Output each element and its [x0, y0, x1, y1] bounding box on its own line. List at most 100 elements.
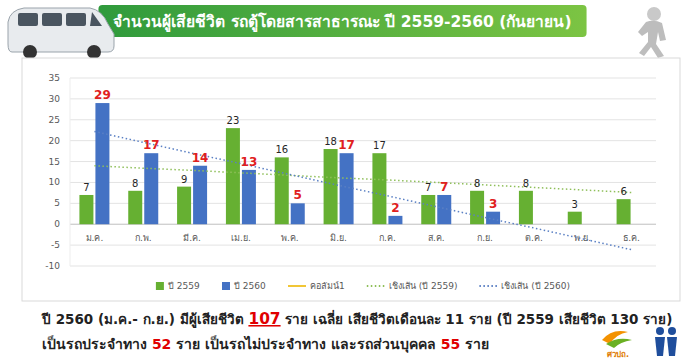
legend-item: ปี 2559: [156, 281, 200, 291]
data-label: 8: [523, 178, 529, 189]
data-label: 17: [143, 138, 160, 152]
grid-line: [70, 266, 656, 267]
bar: [486, 212, 500, 225]
summary-highlight: 55: [441, 336, 460, 352]
bar: [372, 153, 386, 224]
logo-text: ศวปถ.: [607, 350, 629, 359]
data-label: 13: [241, 155, 258, 169]
data-label: 17: [373, 140, 386, 151]
y-axis: -10-505101520253035: [45, 73, 60, 271]
x-tick-label: ก.ย.: [477, 233, 493, 243]
y-tick-label: 10: [49, 177, 61, 187]
page: จำนวนผู้เสียชีวิต รถตู้โดยสารสาธารณะ ปี …: [0, 0, 685, 360]
data-label: 2: [391, 201, 399, 215]
grid-line: [70, 98, 656, 99]
legend-item: เชิงเส้น (ปี 2560): [479, 281, 570, 291]
bar: [144, 153, 158, 224]
legend-label: ปี 2559: [168, 281, 200, 291]
logo-shape: [655, 337, 665, 356]
grid-line: [70, 78, 656, 79]
y-tick-label: -10: [45, 261, 60, 271]
grid-line: [70, 245, 656, 246]
bar: [79, 195, 93, 224]
trend-line: [94, 166, 631, 193]
bar: [193, 166, 207, 224]
data-labels: 789231618177883629171413517273: [83, 88, 627, 215]
bar: [128, 191, 142, 224]
x-tick-label: ก.ค.: [379, 233, 396, 243]
person-head: [647, 7, 661, 21]
summary-text: ราย เฉลี่ย เสียชีวิตเดือนละ 11 ราย (ปี 2…: [281, 309, 673, 327]
legend-item: คอลัมน์1: [288, 280, 345, 291]
van-wheel: [23, 45, 37, 59]
legend-label: เชิงเส้น (ปี 2559): [389, 281, 458, 291]
person-icon: [638, 7, 666, 58]
x-tick-label: มิ.ย.: [330, 233, 347, 243]
legend-label: ปี 2560: [234, 281, 266, 291]
van-windshield: [90, 12, 102, 26]
van-icon: [8, 8, 114, 59]
data-label: 18: [324, 136, 337, 147]
data-label: 7: [83, 182, 89, 193]
x-tick-label: ต.ค.: [525, 233, 543, 243]
summary-text: ราย เป็นรถไม่ประจำทาง และรถส่วนบุคคล: [171, 335, 441, 353]
van-wheel: [87, 45, 101, 59]
summary-text: ราย: [460, 336, 489, 352]
bar: [470, 191, 484, 224]
data-label: 3: [489, 197, 497, 211]
marks: [79, 103, 631, 250]
summary-text: ปี 2560 (ม.ค.- ก.ย.) มีผู้เสียชีวิต: [41, 311, 248, 328]
y-range-line: [70, 78, 71, 266]
y-tick-label: 5: [54, 198, 60, 208]
y-tick-label: 0: [54, 219, 60, 229]
y-tick-label: 15: [49, 157, 60, 167]
summary-text: เป็นรถประจำทาง: [42, 335, 152, 352]
x-tick-label: ธ.ค.: [623, 233, 640, 243]
data-label: 14: [192, 151, 209, 165]
legend-swatch: [222, 282, 230, 290]
y-tick-label: 30: [49, 94, 61, 104]
x-tick-label: ส.ค.: [428, 233, 445, 243]
logo-shape: [668, 327, 676, 335]
bar: [437, 195, 451, 224]
logo2: [655, 327, 677, 356]
logo-shape: [606, 339, 632, 348]
data-label: 16: [275, 144, 288, 155]
y-tick-label: 20: [49, 136, 61, 146]
bar: [340, 153, 354, 224]
data-label: 7: [425, 182, 431, 193]
banner: จำนวนผู้เสียชีวิต รถตู้โดยสารสาธารณะ ปี …: [98, 5, 586, 37]
summary-highlight: 107: [248, 310, 280, 328]
bar: [519, 191, 533, 224]
legend-swatch: [156, 282, 164, 290]
summary-highlight: 52: [152, 336, 171, 352]
bar: [291, 203, 305, 224]
x-tick-label: ม.ค.: [86, 233, 104, 243]
van-window: [42, 13, 62, 26]
data-label: 8: [132, 178, 138, 189]
legend: ปี 2559 ปี 2560 คอลัมน์1 เชิงเส้น (ปี 2559)…: [156, 280, 570, 291]
data-label: 9: [181, 174, 187, 185]
grid-line: [70, 119, 656, 120]
legend-swatch: [288, 285, 306, 287]
trend-line: [94, 131, 631, 249]
y-tick-label: 25: [49, 115, 60, 125]
y-tick-label: 35: [49, 73, 60, 83]
bar: [242, 170, 256, 224]
legend-label: เชิงเส้น (ปี 2560): [501, 281, 570, 291]
bar: [177, 187, 191, 225]
x-axis: ม.ค.ก.พ.มี.ค.เม.ย.พ.ค.มิ.ย.ก.ค.ส.ค.ก.ย.ต…: [86, 233, 640, 243]
bar: [617, 199, 631, 224]
x-tick-label: เม.ย.: [231, 233, 251, 243]
bar: [324, 149, 338, 224]
legend-label: คอลัมน์1: [310, 280, 345, 291]
data-label: 3: [572, 199, 578, 210]
banner-background: [98, 5, 586, 37]
x-tick-label: ก.พ.: [135, 233, 152, 243]
data-label: 29: [94, 88, 111, 102]
data-label: 23: [227, 115, 240, 126]
summary-line: เป็นรถประจำทาง 52 ราย เป็นรถไม่ประจำทาง …: [42, 335, 489, 353]
x-tick-label: พ.ค.: [281, 233, 299, 243]
bar: [421, 195, 435, 224]
bar: [568, 212, 582, 225]
